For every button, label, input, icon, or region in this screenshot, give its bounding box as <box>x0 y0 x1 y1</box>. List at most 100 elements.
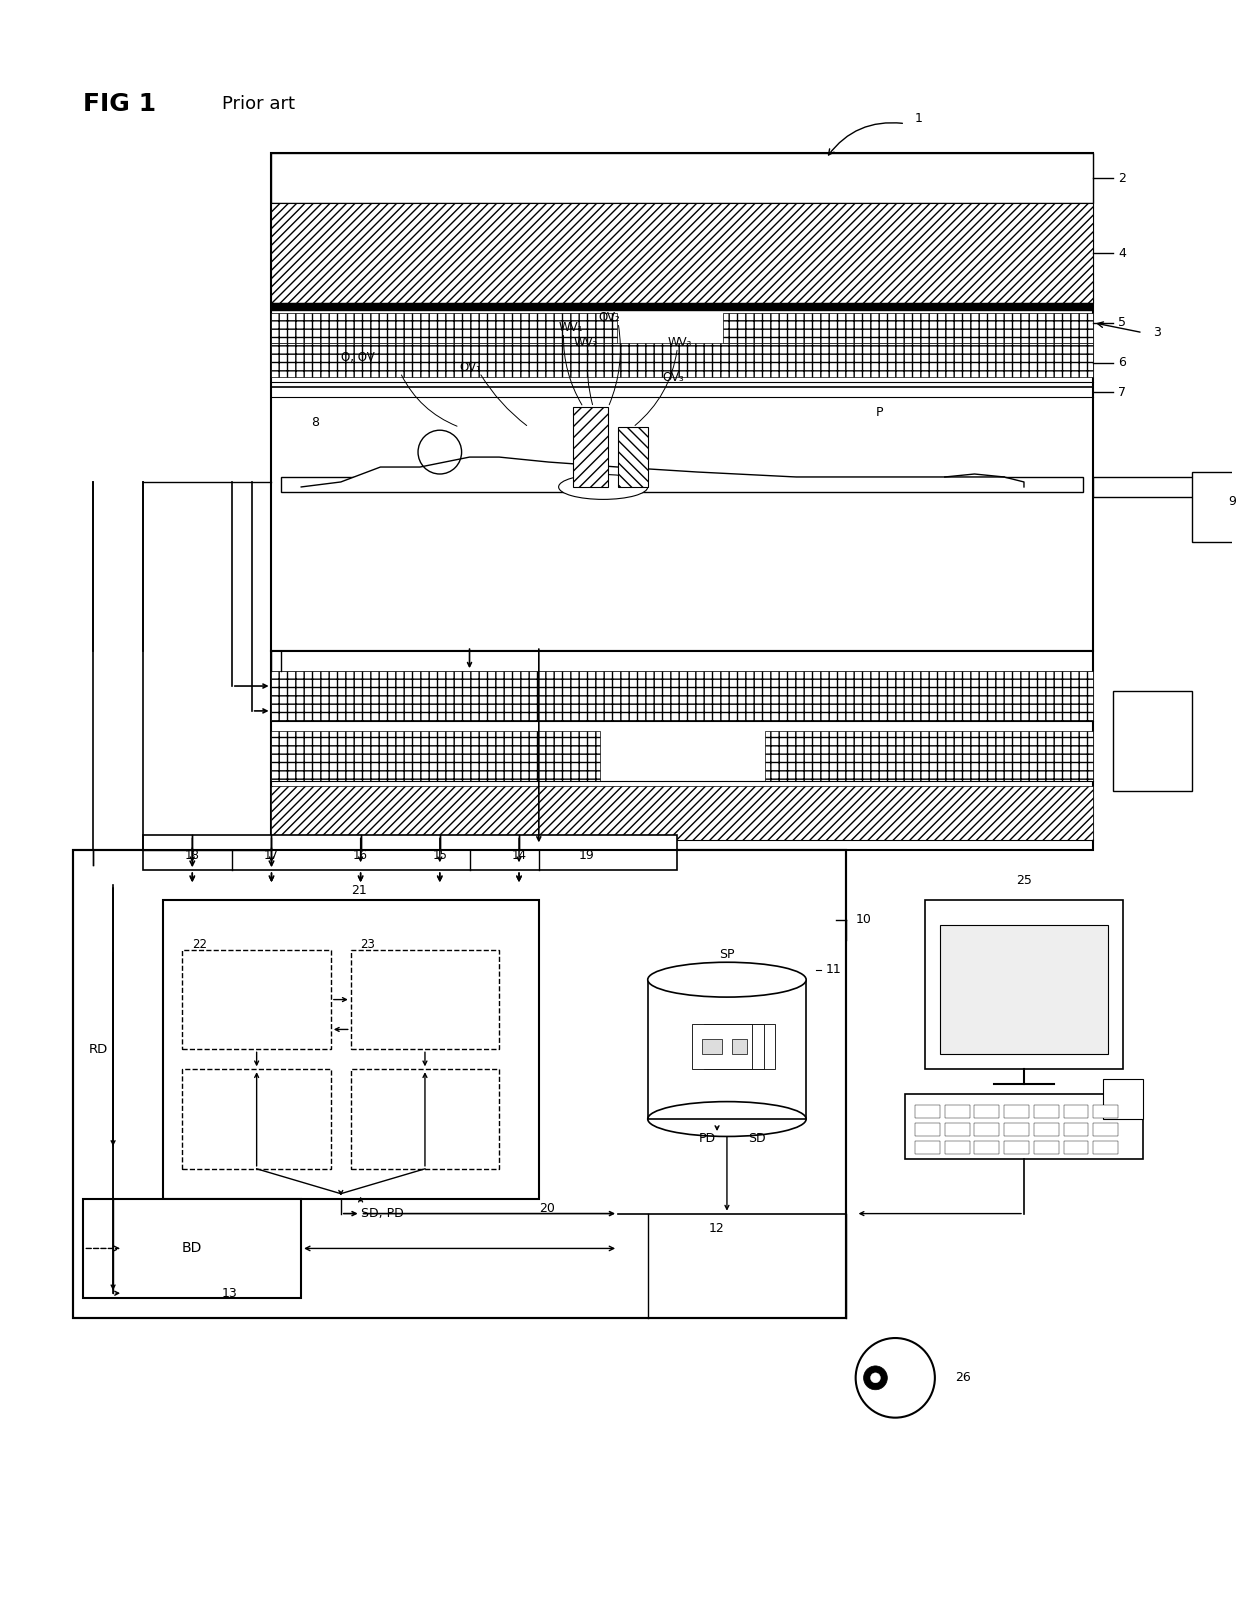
Bar <box>1104 1079 1143 1119</box>
Text: WV₂: WV₂ <box>573 336 598 349</box>
Bar <box>1094 1105 1118 1117</box>
Bar <box>351 1069 500 1169</box>
Bar <box>618 427 647 487</box>
Bar <box>1064 1142 1089 1154</box>
Bar <box>1114 692 1193 791</box>
Text: 6: 6 <box>1118 355 1126 368</box>
Ellipse shape <box>559 474 647 500</box>
Text: 20: 20 <box>539 1202 554 1215</box>
Bar <box>1034 1122 1059 1137</box>
Bar <box>1094 1122 1118 1137</box>
Text: 3: 3 <box>1153 327 1161 339</box>
Circle shape <box>863 1366 888 1390</box>
Bar <box>83 1199 301 1298</box>
Bar <box>351 949 500 1049</box>
Text: 23: 23 <box>361 938 376 951</box>
Text: O, OV: O, OV <box>341 351 374 363</box>
Bar <box>732 1039 746 1055</box>
Bar <box>723 312 1094 343</box>
Text: 12: 12 <box>709 1222 725 1234</box>
Bar <box>1094 477 1240 496</box>
Text: 15: 15 <box>433 849 448 861</box>
Bar <box>940 925 1109 1055</box>
Text: BD: BD <box>182 1241 202 1255</box>
Text: P: P <box>875 405 883 419</box>
Text: WV₃: WV₃ <box>667 336 692 349</box>
Bar <box>272 203 1094 303</box>
Bar <box>272 343 1094 378</box>
Text: 2: 2 <box>1118 171 1126 184</box>
Bar <box>945 1122 970 1137</box>
Text: 5: 5 <box>1118 317 1126 330</box>
Bar <box>1193 472 1240 541</box>
Bar <box>925 900 1123 1069</box>
Text: Prior art: Prior art <box>222 94 295 112</box>
Text: SD, PD: SD, PD <box>361 1207 403 1220</box>
Bar <box>692 1025 751 1069</box>
Text: 10: 10 <box>856 914 872 927</box>
Bar <box>702 1039 722 1055</box>
Bar <box>73 850 846 1318</box>
Bar <box>272 730 600 781</box>
Bar <box>182 1069 331 1169</box>
Text: 18: 18 <box>185 849 200 861</box>
Bar <box>715 1025 775 1069</box>
Bar <box>945 1142 970 1154</box>
Text: OV₁: OV₁ <box>460 360 481 375</box>
Text: RD: RD <box>88 1042 108 1055</box>
Text: 1: 1 <box>915 112 923 125</box>
Text: 21: 21 <box>351 884 367 897</box>
Text: PD: PD <box>698 1132 715 1145</box>
Bar <box>182 949 331 1049</box>
Text: WV₁: WV₁ <box>559 322 583 335</box>
Text: 11: 11 <box>826 964 842 977</box>
Text: 25: 25 <box>1016 874 1032 887</box>
Bar <box>915 1122 940 1137</box>
Text: OV₃: OV₃ <box>662 371 684 384</box>
Bar <box>272 303 1094 311</box>
Text: 7: 7 <box>1118 386 1126 399</box>
Bar <box>1004 1105 1029 1117</box>
Text: 14: 14 <box>512 849 527 861</box>
Text: OV₂: OV₂ <box>598 311 620 325</box>
Text: SP: SP <box>719 948 734 961</box>
Bar <box>1034 1142 1059 1154</box>
Bar <box>272 154 1094 203</box>
Text: 26: 26 <box>955 1372 971 1385</box>
Circle shape <box>870 1374 880 1383</box>
Text: 17: 17 <box>264 849 279 861</box>
Bar <box>915 1142 940 1154</box>
Bar <box>1004 1122 1029 1137</box>
Bar <box>1094 1142 1118 1154</box>
Bar <box>915 1105 940 1117</box>
Bar <box>975 1122 999 1137</box>
Bar <box>272 671 1094 720</box>
Text: 9: 9 <box>1228 495 1236 509</box>
Bar <box>975 1105 999 1117</box>
Text: 8: 8 <box>311 416 319 429</box>
Bar <box>1004 1142 1029 1154</box>
Bar <box>1064 1122 1089 1137</box>
Ellipse shape <box>647 962 806 997</box>
Bar <box>1034 1105 1059 1117</box>
Bar <box>704 1025 764 1069</box>
Bar <box>143 836 677 871</box>
Text: 4: 4 <box>1118 247 1126 259</box>
Text: SD: SD <box>748 1132 765 1145</box>
Bar <box>73 850 846 1318</box>
Bar <box>945 1105 970 1117</box>
Bar <box>281 477 1084 492</box>
Bar <box>647 980 806 1119</box>
Text: 13: 13 <box>222 1287 238 1300</box>
Text: 22: 22 <box>192 938 207 951</box>
Bar <box>1064 1105 1089 1117</box>
Text: FIG 1: FIG 1 <box>83 91 156 115</box>
Bar <box>272 312 616 343</box>
Bar <box>272 786 1094 841</box>
Bar <box>765 730 1094 781</box>
Bar <box>272 652 1094 850</box>
Bar <box>975 1142 999 1154</box>
Bar <box>272 154 1094 652</box>
Bar <box>573 407 608 487</box>
Bar <box>905 1093 1143 1159</box>
